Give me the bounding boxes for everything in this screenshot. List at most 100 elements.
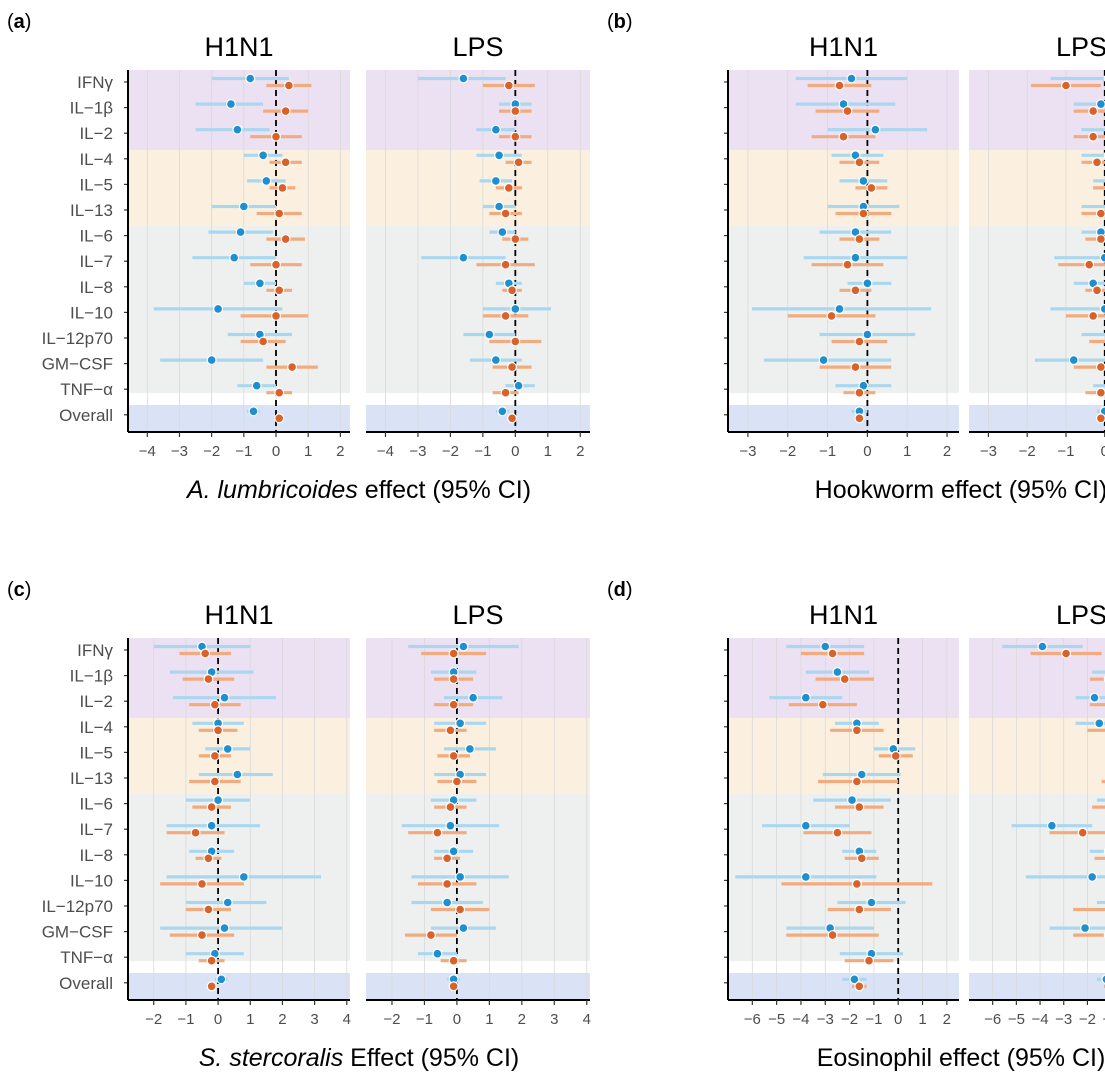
point-estimate — [274, 413, 285, 424]
x-tick-label: −1 — [416, 1011, 433, 1028]
point-estimate — [271, 259, 282, 270]
facet-lps: LPS −2 −1 0 1 2 3 4 — [366, 600, 591, 1028]
x-tick-label: −1 — [865, 1011, 882, 1028]
background-band — [969, 405, 1105, 432]
point-estimate — [1095, 208, 1105, 219]
point-estimate — [507, 413, 518, 424]
point-estimate — [1095, 387, 1105, 398]
point-estimate — [1088, 131, 1099, 142]
x-axis-title: Eosinophil effect (95% CI) — [817, 1044, 1105, 1072]
background-band — [128, 973, 350, 1000]
category-label: IL−12p70 — [42, 329, 113, 348]
point-estimate — [209, 699, 220, 710]
point-estimate — [826, 310, 837, 321]
x-tick-label: −1 — [235, 443, 252, 460]
point-estimate — [213, 303, 224, 314]
x-tick-label: 1 — [246, 1011, 254, 1028]
point-estimate — [271, 131, 282, 142]
x-tick-label: 4 — [343, 1011, 351, 1028]
x-tick-label: 2 — [336, 443, 344, 460]
point-estimate — [851, 878, 862, 889]
point-estimate — [238, 871, 249, 882]
background-band — [366, 718, 590, 794]
x-tick-label: 0 — [894, 1011, 902, 1028]
point-estimate — [1095, 413, 1105, 424]
point-estimate — [277, 182, 288, 193]
point-estimate — [283, 80, 294, 91]
category-label: IFNγ — [77, 641, 113, 660]
point-estimate — [1094, 718, 1105, 729]
point-estimate — [451, 776, 462, 787]
point-estimate — [510, 131, 521, 142]
point-estimate — [442, 897, 453, 908]
point-estimate — [274, 208, 285, 219]
panel-d: (d) H1N1 −6 −5 −4 −3 −2 −1 012 LPS −6 −5 −4 −3 −2 −1 012… — [607, 579, 1105, 1072]
point-estimate — [445, 802, 456, 813]
background-band — [128, 961, 350, 973]
x-tick-label: −4 — [377, 443, 394, 460]
x-tick-label: −2 — [145, 1011, 162, 1028]
point-estimate — [287, 362, 298, 373]
point-estimate — [507, 285, 518, 296]
point-estimate — [503, 182, 514, 193]
background-band — [366, 638, 590, 718]
panel-c: (c) IFNγ IL−1β IL−2 IL−4 IL−5 IL−13 IL−6 IL−7 IL−… — [7, 579, 591, 1072]
point-estimate — [445, 725, 456, 736]
point-estimate — [870, 124, 881, 135]
point-estimate — [232, 769, 243, 780]
point-estimate — [432, 827, 443, 838]
x-tick-label: −1 — [474, 443, 491, 460]
point-estimate — [280, 106, 291, 117]
x-tick-label: 0 — [272, 443, 280, 460]
point-estimate — [494, 201, 505, 212]
facet-title: LPS — [452, 600, 503, 630]
point-estimate — [232, 124, 243, 135]
point-estimate — [1092, 285, 1103, 296]
facet-h1n1: H1N1 −6 −5 −4 −3 −2 −1 0 1 2 — [728, 600, 959, 1028]
category-label: Overall — [59, 974, 113, 993]
x-tick-label: 1 — [485, 1011, 493, 1028]
point-estimate — [1068, 355, 1079, 366]
x-tick-label: 3 — [550, 1011, 558, 1028]
background-band — [969, 961, 1105, 973]
point-estimate — [834, 303, 845, 314]
point-estimate — [235, 227, 246, 238]
point-estimate — [1095, 234, 1105, 245]
point-estimate — [854, 904, 865, 915]
point-estimate — [455, 718, 466, 729]
point-estimate — [258, 150, 269, 161]
point-estimate — [219, 692, 230, 703]
category-label: IL−8 — [79, 846, 113, 865]
facet-title: LPS — [452, 32, 503, 62]
point-estimate — [258, 336, 269, 347]
point-estimate — [274, 285, 285, 296]
point-estimate — [206, 355, 217, 366]
point-estimate — [507, 362, 518, 373]
point-estimate — [854, 981, 865, 992]
category-label: TNF−α — [60, 380, 113, 399]
point-estimate — [448, 648, 459, 659]
point-estimate — [280, 157, 291, 168]
point-estimate — [448, 981, 459, 992]
point-estimate — [484, 329, 495, 340]
category-label: IL−10 — [70, 303, 113, 322]
background-band — [366, 973, 590, 1000]
point-estimate — [849, 974, 860, 985]
background-band — [128, 405, 350, 432]
point-estimate — [800, 692, 811, 703]
point-estimate — [490, 355, 501, 366]
point-estimate — [827, 930, 838, 941]
point-estimate — [850, 362, 861, 373]
x-tick-label: −2 — [1079, 1011, 1096, 1028]
point-estimate — [1060, 80, 1071, 91]
category-label: GM−CSF — [42, 923, 113, 942]
point-estimate — [245, 73, 256, 84]
point-estimate — [832, 667, 843, 678]
x-tick-label: −6 — [984, 1011, 1001, 1028]
x-tick-label: 0 — [511, 443, 519, 460]
facet-title: H1N1 — [204, 32, 273, 62]
point-estimate — [442, 853, 453, 864]
point-estimate — [817, 699, 828, 710]
